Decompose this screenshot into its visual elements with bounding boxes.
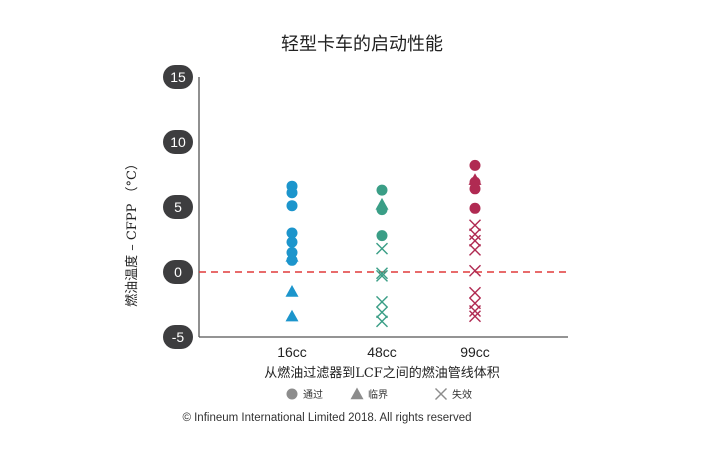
y-tick-label: 0 <box>174 264 182 280</box>
data-point-cross <box>469 286 481 299</box>
y-tick-pill <box>163 260 193 284</box>
legend-label: 临界 <box>368 388 388 401</box>
data-point-cross <box>469 234 481 247</box>
y-ticks: 15 10 5 0 -5 <box>163 65 193 349</box>
data-point-cross <box>469 219 481 232</box>
x-categories: 16cc 48cc 99cc <box>277 344 490 360</box>
y-tick-pill <box>163 130 193 154</box>
data-point-triangle <box>468 173 482 185</box>
data-point-cross <box>469 310 481 323</box>
data-point-circle <box>286 187 298 199</box>
data-point-circle <box>469 159 481 171</box>
legend-label: 通过 <box>303 388 323 401</box>
x-category-label: 99cc <box>460 344 490 360</box>
y-axis-label: 燃油温度 – CFPP （°C） <box>124 157 140 307</box>
data-point-triangle <box>375 197 389 210</box>
data-point-cross <box>469 264 481 277</box>
data-marks <box>285 159 482 328</box>
data-point-cross <box>376 315 388 328</box>
y-tick-label: 15 <box>170 69 186 85</box>
data-point-circle <box>469 202 481 214</box>
data-point-cross <box>469 305 481 317</box>
y-tick-pill <box>163 195 193 219</box>
data-point-triangle <box>285 249 299 262</box>
legend-marker-cross <box>435 388 447 400</box>
y-tick-label: 5 <box>174 199 182 215</box>
data-point-cross <box>376 269 388 282</box>
legend: 通过 临界 失效 <box>286 387 472 401</box>
data-point-circle <box>376 184 388 196</box>
y-tick-pill <box>163 65 193 89</box>
data-point-circle <box>376 230 388 242</box>
y-tick-label: -5 <box>172 329 185 345</box>
y-tick-pill <box>163 325 193 349</box>
chart-title: 轻型卡车的启动性能 <box>281 34 443 55</box>
x-category-label: 48cc <box>367 344 397 360</box>
data-point-cross <box>376 306 388 319</box>
data-point-cross <box>376 295 388 308</box>
data-point-cross <box>469 228 481 241</box>
y-tick-label: 10 <box>170 134 186 150</box>
copyright-text: © Infineum International Limited 2018. A… <box>182 412 471 424</box>
plot-area: 15 10 5 0 -5 16cc 48cc 99cc <box>163 65 570 360</box>
data-point-cross <box>376 267 388 280</box>
data-point-circle <box>469 183 481 195</box>
data-point-cross <box>469 243 481 256</box>
data-point-cross <box>376 242 388 255</box>
data-point-circle <box>286 227 298 239</box>
legend-label: 失效 <box>452 388 472 401</box>
data-point-circle <box>286 200 298 212</box>
data-point-triangle <box>285 309 299 322</box>
data-point-circle <box>286 236 298 248</box>
legend-marker-triangle <box>350 387 364 400</box>
data-point-triangle <box>285 285 299 297</box>
legend-marker-circle <box>286 388 298 400</box>
x-category-label: 16cc <box>277 344 307 360</box>
x-axis-label: 从燃油过滤器到LCF之间的燃油管线体积 <box>264 365 500 381</box>
